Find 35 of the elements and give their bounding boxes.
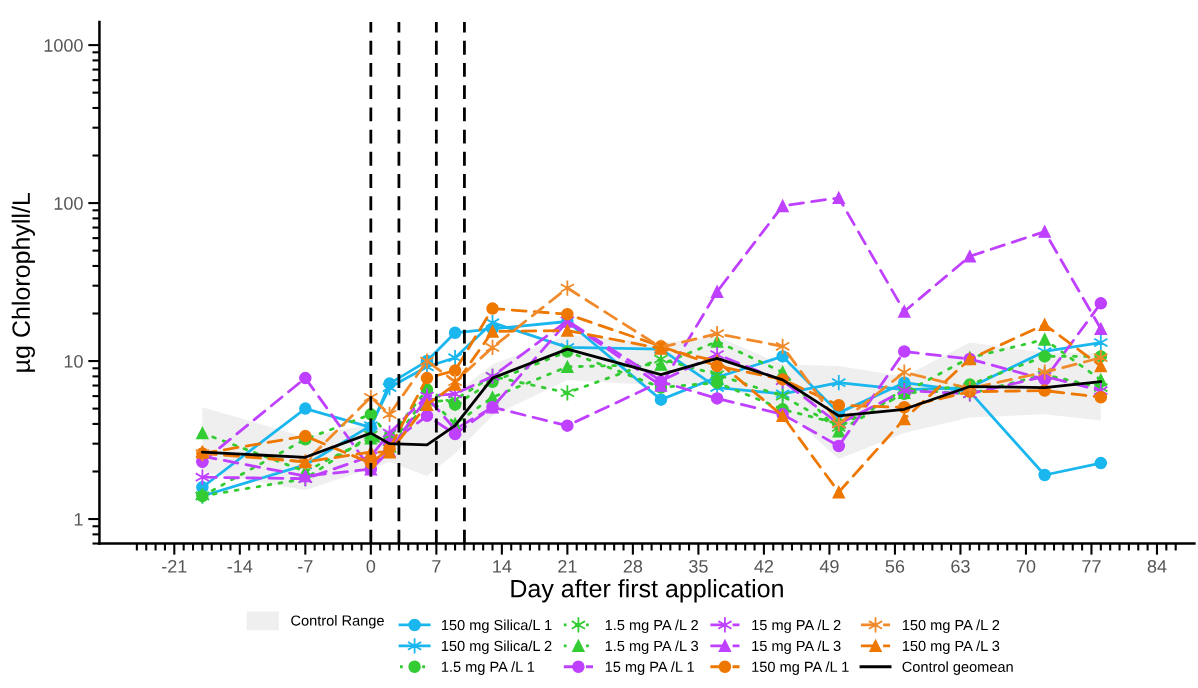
legend-label: 1.5 mg PA /L 2 [605,619,698,634]
x-tick-label: 70 [1016,559,1036,573]
x-tick-label: 21 [558,559,577,573]
x-tick-label: 56 [885,559,905,573]
y-tick-label: 1000 [44,39,83,52]
legend-label: 150 mg PA /L 3 [902,640,1000,654]
x-tick-label: 77 [1082,560,1101,573]
legend-label: 150 mg Silica/L 1 [441,619,552,634]
x-tick-label: 42 [754,559,774,573]
x-tick-label: 63 [951,559,970,573]
legend-label: 15 mg PA /L 2 [752,619,841,634]
legend-label: 1.5 mg PA /L 1 [441,661,535,675]
x-tick-label: 7 [432,560,441,573]
x-tick-label: 35 [689,559,708,573]
x-tick-label: 84 [1147,559,1167,573]
x-axis-title: Day after first application [511,579,783,603]
legend-label: 1.5 mg PA /L 3 [605,640,699,654]
y-axis-title: µg Chlorophyll/L [11,193,35,372]
x-tick-label: -14 [227,560,253,573]
y-tick-label: 100 [54,197,83,210]
legend-label: 150 mg PA /L 1 [752,661,849,675]
legend-label: 15 mg PA /L 1 [605,661,694,675]
text: Control Range [291,614,384,629]
y-tick-label: 10 [64,355,83,368]
legend-label: 15 mg PA /L 3 [752,640,841,654]
legend-label: 150 mg Silica/L 2 [441,640,552,654]
x-tick-label: -21 [162,559,187,573]
x-tick-label: 0 [366,559,376,573]
x-tick-label: 28 [623,559,643,573]
legend-label: 150 mg PA /L 2 [902,619,1000,634]
x-tick-label: 49 [819,559,839,573]
legend-label: Control geomean [902,661,1013,675]
x-tick-label: 14 [493,560,512,573]
y-tick-label: 1 [74,513,83,526]
x-tick-label: -7 [298,560,313,573]
